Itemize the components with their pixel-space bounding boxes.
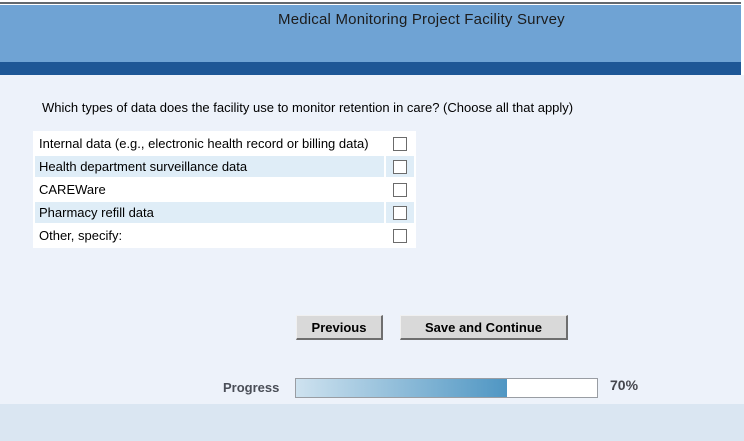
page-title: Medical Monitoring Project Facility Surv… — [278, 11, 565, 28]
option-label: CAREWare — [35, 179, 384, 200]
previous-button[interactable]: Previous — [296, 315, 383, 340]
option-row: Health department surveillance data — [35, 156, 414, 177]
option-row: Internal data (e.g., electronic health r… — [35, 133, 414, 154]
option-checkbox[interactable] — [393, 160, 407, 175]
option-row: Pharmacy refill data — [35, 202, 414, 223]
progress-fill — [296, 379, 507, 397]
nav-stripe — [0, 62, 741, 75]
progress-percent: 70% — [610, 377, 639, 393]
option-label: Health department surveillance data — [35, 156, 384, 177]
option-row: CAREWare — [35, 179, 414, 200]
progress-bar — [295, 378, 598, 398]
options-table: Internal data (e.g., electronic health r… — [33, 131, 416, 248]
option-label: Pharmacy refill data — [35, 202, 384, 223]
option-checkbox-cell — [386, 225, 414, 246]
save-and-continue-button[interactable]: Save and Continue — [400, 315, 568, 340]
option-checkbox[interactable] — [393, 229, 407, 244]
option-checkbox-cell — [386, 202, 414, 223]
header-band — [0, 5, 741, 62]
option-checkbox-cell — [386, 133, 414, 154]
option-label: Other, specify: — [35, 225, 384, 246]
option-checkbox[interactable] — [393, 137, 407, 152]
option-checkbox[interactable] — [393, 183, 407, 198]
question-text: Which types of data does the facility us… — [42, 100, 574, 115]
option-label: Internal data (e.g., electronic health r… — [35, 133, 384, 154]
top-divider-line — [0, 2, 741, 4]
footer-band — [0, 404, 744, 441]
progress-label: Progress — [223, 380, 280, 395]
option-checkbox-cell — [386, 179, 414, 200]
option-row: Other, specify: — [35, 225, 414, 246]
option-checkbox[interactable] — [393, 206, 407, 221]
option-checkbox-cell — [386, 156, 414, 177]
